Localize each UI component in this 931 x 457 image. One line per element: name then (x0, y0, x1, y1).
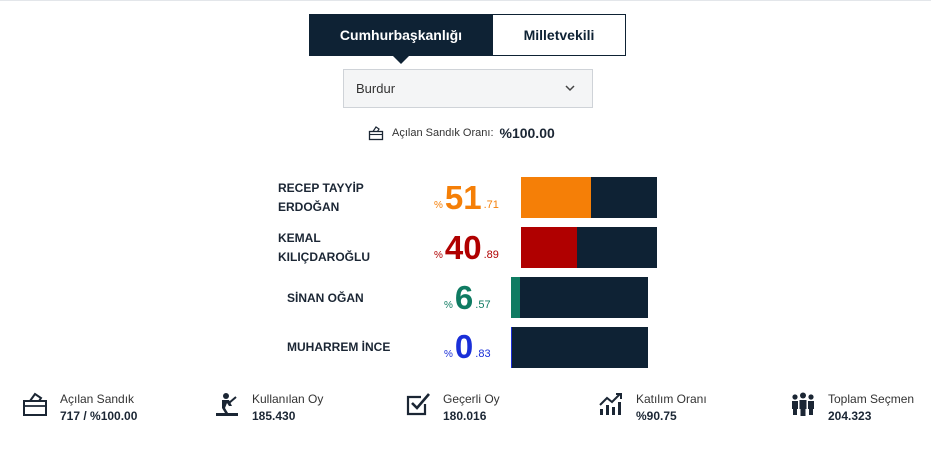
candidate-name: KEMAL KILIÇDAROĞLU (278, 229, 370, 267)
percent-decimal: .83 (475, 348, 491, 360)
percent-sign: % (434, 200, 443, 211)
stat-value: %90.75 (636, 409, 677, 423)
tab-parliament-label: Milletvekili (523, 27, 595, 43)
percent-sign: % (444, 349, 453, 360)
ballot-rate: Açılan Sandık Oranı: %100.00 (368, 123, 555, 143)
candidate-name-line2: KILIÇDAROĞLU (278, 250, 370, 264)
growth-chart-icon (599, 393, 622, 415)
stat-label: Kullanılan Oy (252, 392, 324, 406)
candidate-percentage: % 40 .89 (434, 229, 499, 266)
voter-icon (216, 393, 238, 416)
candidate-vote-bar-fill (521, 227, 577, 268)
ballot-rate-label: Açılan Sandık Oranı: (392, 127, 494, 139)
stat-label: Geçerli Oy (443, 392, 500, 406)
percent-decimal: .57 (475, 299, 491, 311)
stat-label: Toplam Seçmen (828, 392, 915, 406)
stat-value: 180.016 (443, 409, 487, 423)
candidate-vote-bar-fill (521, 177, 592, 218)
candidate-percentage: % 51 .71 (434, 179, 499, 216)
percent-integer: 0 (454, 328, 474, 365)
stat-value: 185.430 (252, 409, 296, 423)
election-type-tabs: Cumhurbaşkanlığı Milletvekili (309, 14, 626, 64)
candidate-vote-bar (521, 227, 657, 268)
stat-opened-ballots: Açılan Sandık 717 / %100.00 (22, 391, 137, 425)
candidate-vote-bar (511, 277, 648, 318)
candidate-percentage: % 6 .57 (444, 279, 491, 316)
percent-sign: % (444, 300, 453, 311)
ballot-box-icon (23, 392, 47, 416)
candidate-vote-bar (511, 327, 648, 368)
candidate-percentage: % 0 .83 (444, 328, 491, 365)
percent-integer: 40 (444, 229, 482, 266)
candidate-name: SİNAN OĞAN (287, 289, 364, 308)
tab-president[interactable]: Cumhurbaşkanlığı (309, 14, 493, 64)
percent-sign: % (434, 250, 443, 261)
chevron-down-icon (565, 85, 575, 92)
stat-turnout: Katılım Oranı %90.75 (598, 391, 707, 425)
tab-parliament[interactable]: Milletvekili (493, 14, 626, 56)
percent-integer: 51 (444, 179, 482, 216)
stat-value: 717 / %100.00 (60, 409, 138, 423)
candidate-vote-bar-fill (511, 327, 513, 368)
ballot-rate-value: %100.00 (499, 125, 555, 141)
candidate-name-line1: KEMAL (278, 231, 321, 245)
top-divider (0, 0, 931, 1)
percent-decimal: .71 (483, 199, 499, 211)
stat-value: 204.323 (828, 409, 872, 423)
stat-label: Katılım Oranı (636, 392, 707, 406)
stat-votes-cast: Kullanılan Oy 185.430 (214, 391, 323, 425)
candidate-vote-bar-fill (511, 277, 520, 318)
candidate-name-line1: RECEP TAYYİP (278, 181, 364, 195)
province-select-value: Burdur (356, 81, 396, 96)
ballot-box-icon (368, 126, 384, 141)
people-icon (792, 392, 814, 416)
candidate-name: MUHARREM İNCE (287, 338, 390, 357)
candidate-vote-bar (521, 177, 657, 218)
stat-total-voters: Toplam Seçmen 204.323 (790, 391, 914, 425)
stat-valid-votes: Geçerli Oy 180.016 (405, 391, 500, 425)
checkbox-icon (406, 393, 430, 416)
province-select[interactable]: Burdur (343, 69, 593, 108)
tab-president-label: Cumhurbaşkanlığı (339, 27, 463, 43)
percent-integer: 6 (454, 279, 474, 316)
candidate-name-line2: ERDOĞAN (278, 200, 340, 214)
candidate-name-line1: SİNAN OĞAN (287, 291, 364, 305)
stat-label: Açılan Sandık (60, 392, 135, 406)
percent-decimal: .89 (483, 249, 499, 261)
active-tab-caret (392, 55, 410, 64)
candidate-name: RECEP TAYYİP ERDOĞAN (278, 179, 364, 217)
candidate-name-line1: MUHARREM İNCE (287, 340, 391, 354)
